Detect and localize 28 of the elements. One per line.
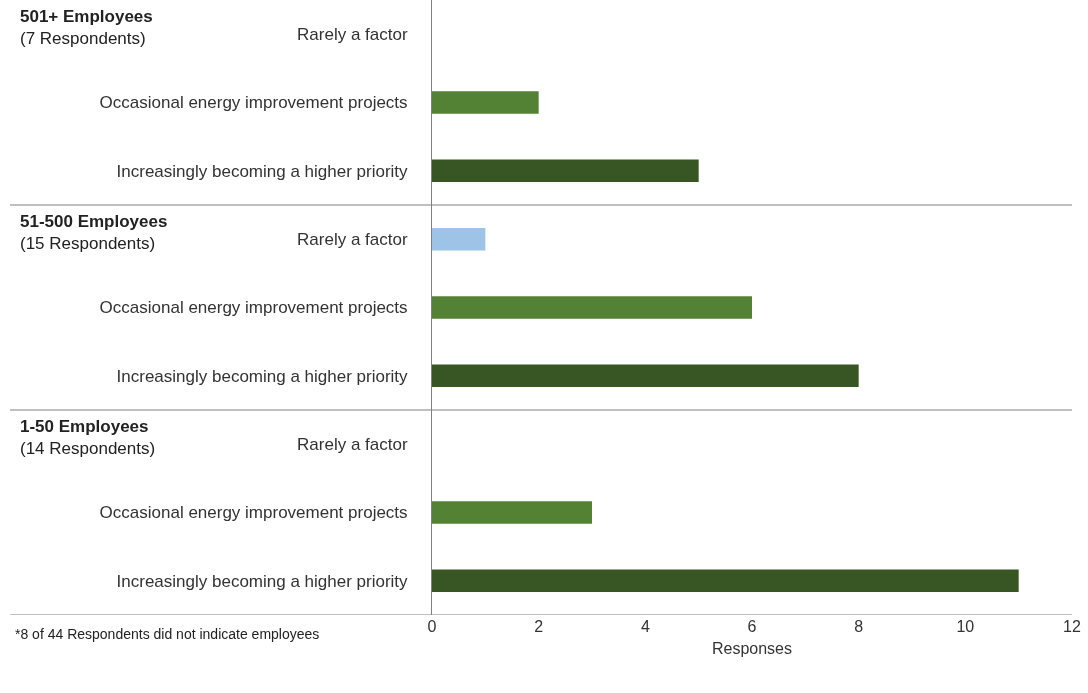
text: 1-50 Employees (14 Respondents) [20, 417, 156, 459]
x-axis-title: Responses [711, 639, 793, 657]
bar [432, 227, 486, 251]
bar [432, 91, 539, 114]
y-tick-label: Rarely a factor [297, 25, 408, 45]
x-tick-label: 8 [854, 618, 864, 635]
y-tick-label: Rarely a factor [297, 435, 408, 455]
bar [432, 296, 752, 319]
y-tick-label: Increasingly becoming a higher priority [116, 366, 409, 386]
y-tick-label: Occasional energy improvement projects [99, 298, 408, 318]
y-tick-label: Occasional energy improvement projects [99, 503, 408, 523]
bar [432, 364, 859, 388]
y-tick-label: Occasional energy improvement projects [99, 93, 408, 113]
x-tick-label: 4 [640, 618, 650, 635]
x-tick-label: 2 [534, 618, 544, 635]
y-tick-label: Increasingly becoming a higher priority [116, 161, 409, 181]
x-tick-label: 6 [747, 618, 757, 635]
bar [432, 159, 699, 183]
x-tick-label: 0 [427, 618, 437, 635]
x-tick-label: 12 [1063, 618, 1081, 635]
bar [432, 501, 592, 524]
y-tick-label: Rarely a factor [297, 230, 408, 250]
text: 501+ Employees (7 Respondents) [20, 7, 153, 49]
text: *8 of 44 Respondents did not indicate employees [15, 626, 320, 642]
text: 51-500 Employees (15 Respondents) [20, 212, 168, 254]
bar [432, 569, 1019, 593]
x-tick-label: 10 [956, 618, 975, 635]
y-tick-label: Increasingly becoming a higher priority [116, 571, 409, 591]
